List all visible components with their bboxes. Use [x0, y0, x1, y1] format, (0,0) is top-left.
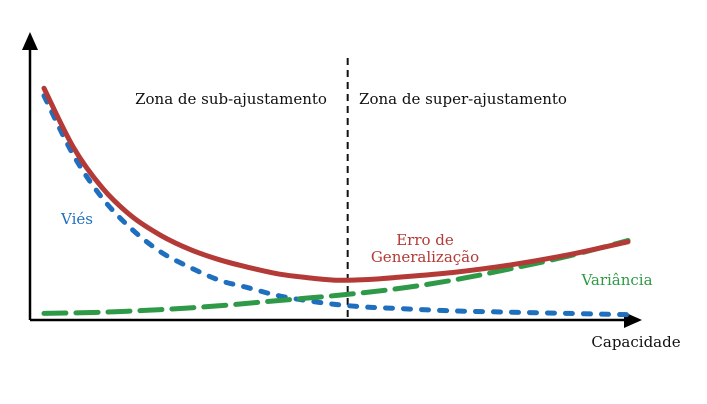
y-axis-arrow — [22, 32, 38, 50]
variance-label: Variância — [580, 271, 652, 289]
series-line-variance — [41, 238, 631, 316]
zone-right-label: Zona de super-ajustamento — [359, 90, 567, 108]
error-label-line2: Generalização — [371, 248, 479, 266]
series-line-generalization-error — [41, 85, 631, 283]
series-layer — [41, 85, 631, 318]
x-axis-label: Capacidade — [591, 333, 680, 351]
error-label-line1: Erro de — [396, 231, 454, 249]
series-line-bias — [41, 93, 631, 318]
zone-left-label: Zona de sub-ajustamento — [135, 90, 327, 108]
bias-label: Viés — [60, 210, 93, 228]
